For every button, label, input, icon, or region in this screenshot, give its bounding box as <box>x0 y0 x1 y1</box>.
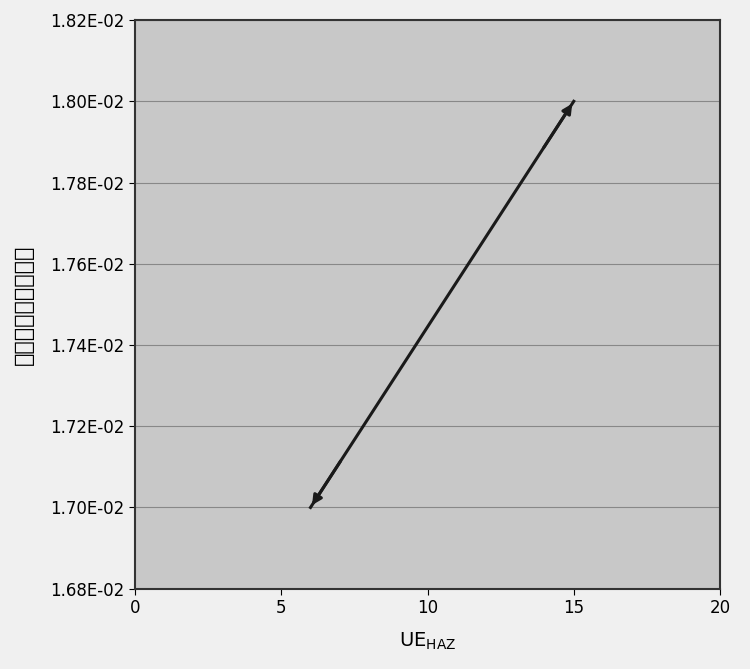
Y-axis label: 焊趾部局部塑性应变: 焊趾部局部塑性应变 <box>13 244 34 365</box>
X-axis label: $\mathrm{UE}_{\mathrm{HAZ}}$: $\mathrm{UE}_{\mathrm{HAZ}}$ <box>399 631 456 652</box>
